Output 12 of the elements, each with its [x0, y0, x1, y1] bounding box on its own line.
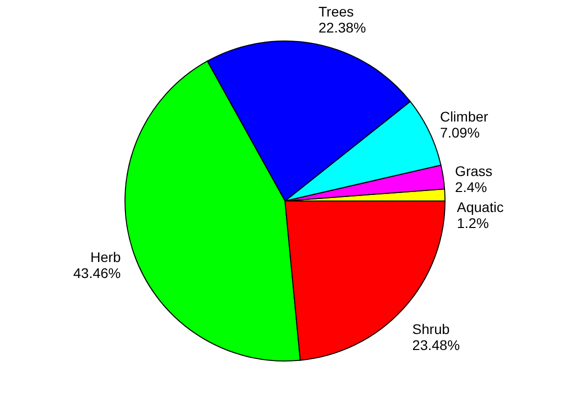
data-label: 43.46%	[73, 264, 121, 281]
data-label: 7.09%	[440, 124, 480, 141]
slice-label: Climber	[440, 108, 489, 125]
slice-label: Herb	[90, 248, 121, 265]
slice-label: Trees	[318, 4, 354, 20]
data-label: 23.48%	[412, 337, 460, 354]
data-label: 22.38%	[318, 20, 366, 36]
data-label: 1.2%	[456, 215, 489, 232]
slice-label: Shrub	[412, 321, 450, 338]
data-label: 2.4%	[455, 179, 487, 196]
slice-label: Aquatic	[456, 199, 504, 216]
slice-label: Grass	[455, 163, 492, 180]
